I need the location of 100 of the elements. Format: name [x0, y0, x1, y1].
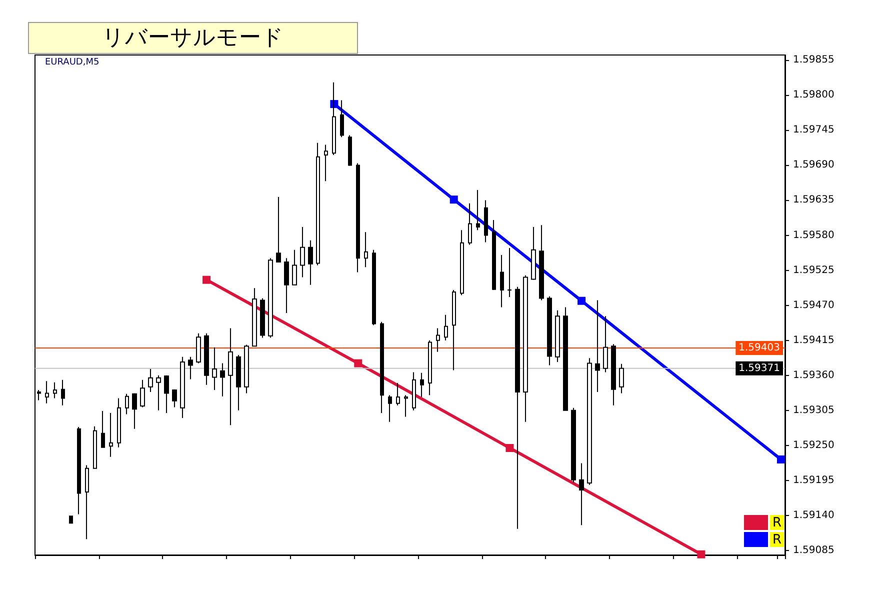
candlestick — [164, 374, 169, 414]
candlestick — [316, 142, 320, 266]
candlestick — [132, 392, 137, 430]
candlestick — [101, 410, 105, 448]
annotation: EURAUD,M5 — [45, 58, 100, 68]
candlestick — [428, 340, 432, 396]
candlestick — [372, 249, 376, 326]
point — [697, 550, 706, 558]
candlestick — [93, 426, 97, 469]
candlestick — [460, 230, 464, 296]
candlestick — [212, 346, 217, 391]
y-tick-label: 1.59470 — [793, 300, 834, 311]
candlestick — [452, 290, 456, 371]
candlestick — [172, 388, 177, 408]
y-tick-label: 1.59140 — [793, 510, 834, 522]
candlestick — [37, 390, 41, 401]
candlestick — [140, 379, 145, 408]
candlestick — [579, 462, 584, 526]
y-tick-label: 1.59360 — [793, 370, 834, 381]
y-tick-label: 1.59195 — [793, 474, 834, 486]
y-tick-label: 1.59855 — [793, 54, 834, 66]
chart-title: リバーサルモード — [102, 26, 284, 50]
candlestick — [244, 344, 249, 394]
y-tick-label: 1.59745 — [793, 124, 834, 136]
candlestick — [523, 274, 528, 422]
candlestick — [404, 394, 408, 418]
candlestick — [125, 393, 129, 415]
y-tick-label: 1.59415 — [793, 334, 834, 346]
candlestick — [531, 226, 536, 280]
candlestick — [252, 288, 257, 347]
candlestick — [284, 258, 289, 314]
candlestick — [515, 286, 520, 530]
candlestick — [85, 464, 89, 540]
candlestick — [348, 134, 352, 166]
candlestick — [276, 196, 281, 263]
candlestick — [156, 374, 161, 411]
y-tick-label: 1.59525 — [793, 264, 834, 276]
candlestick — [204, 332, 209, 386]
candlestick — [476, 190, 480, 231]
candlestick — [484, 200, 488, 243]
ref-line-label: 1.59403 — [738, 342, 780, 354]
candlestick — [492, 219, 496, 291]
candlestick — [396, 382, 400, 406]
candlestick — [292, 249, 297, 286]
candlestick — [300, 226, 305, 278]
candlestick — [563, 306, 568, 411]
y-tick-label: 1.59085 — [793, 545, 834, 556]
point — [777, 455, 786, 464]
candlestick — [356, 162, 360, 273]
candlestick — [412, 372, 416, 411]
candlestick — [587, 358, 592, 486]
candlestick — [500, 254, 504, 308]
candlestick — [236, 354, 241, 411]
candlestick — [69, 516, 73, 524]
y-tick-label: 1.59580 — [793, 230, 834, 241]
candlestick — [547, 296, 552, 366]
candlestick — [332, 82, 336, 156]
candlestick — [468, 202, 472, 246]
candlestick — [539, 224, 544, 301]
candlestick — [196, 332, 201, 364]
candlestick — [603, 316, 608, 373]
candlestick — [436, 328, 440, 352]
candlestick — [53, 382, 57, 399]
ref-line-label: 1.59371 — [738, 362, 780, 374]
y-tick-label: 1.59250 — [793, 440, 834, 451]
candlestick — [595, 300, 600, 392]
candlestick — [507, 247, 512, 298]
candlestick — [77, 426, 81, 515]
candlestick — [388, 394, 392, 422]
point — [450, 196, 458, 204]
candlestick — [180, 356, 185, 419]
candlestick — [228, 328, 233, 426]
candlestick — [61, 379, 65, 406]
candlestick — [308, 240, 313, 286]
candlestick — [148, 368, 153, 392]
candlestick — [117, 398, 121, 448]
legend-label: R — [772, 516, 782, 530]
candlestick — [444, 314, 448, 341]
candlestick — [571, 407, 576, 483]
candlestick — [260, 298, 265, 338]
point — [506, 444, 514, 452]
point — [578, 296, 586, 305]
candlestick — [380, 321, 384, 414]
candlestick — [420, 372, 424, 398]
point — [202, 276, 211, 284]
candlestick — [555, 310, 560, 363]
candlestick — [188, 356, 193, 380]
y-tick-label: 1.59635 — [793, 194, 834, 206]
legend-label: R — [772, 532, 782, 548]
candlestick — [45, 380, 49, 404]
y-tick-label: 1.59690 — [793, 160, 834, 171]
candlestick — [220, 362, 225, 397]
point — [354, 359, 362, 368]
candlestick — [268, 258, 273, 338]
candlestick — [324, 144, 328, 182]
candlestick — [340, 100, 344, 138]
candlestick — [611, 344, 616, 406]
candlestick — [109, 412, 113, 458]
candlestick — [364, 232, 368, 268]
y-tick-label: 1.59305 — [793, 404, 834, 416]
